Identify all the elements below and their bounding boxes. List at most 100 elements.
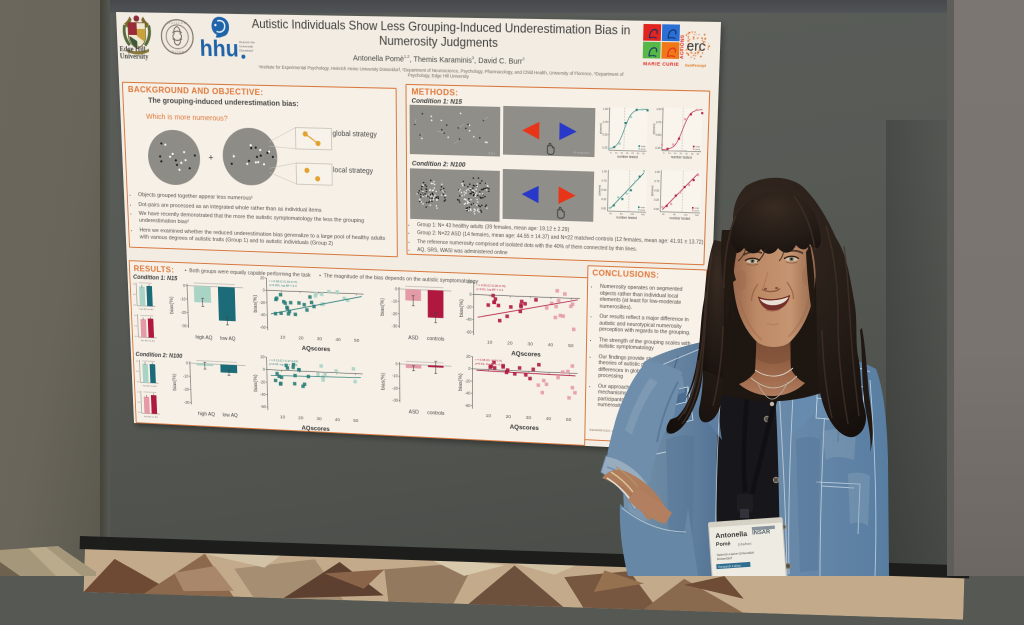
svg-text:40: 40 xyxy=(335,337,341,343)
svg-text:-30: -30 xyxy=(181,323,187,328)
svg-text:0.75: 0.75 xyxy=(656,120,662,124)
svg-text:p=0.62, log BF = -0.9: p=0.62, log BF = -0.9 xyxy=(475,362,503,367)
svg-text:50: 50 xyxy=(354,338,360,344)
svg-text:20: 20 xyxy=(506,414,512,420)
svg-text:20: 20 xyxy=(298,335,304,341)
svg-text:0.5: 0.5 xyxy=(136,371,140,373)
svg-text:+: + xyxy=(208,152,213,162)
svg-text:0: 0 xyxy=(468,366,471,371)
svg-text:bias(%): bias(%) xyxy=(172,373,178,391)
svg-text:bias(%): bias(%) xyxy=(459,299,465,317)
svg-text:high AQ: high AQ xyxy=(198,411,215,417)
svg-text:high AQ: high AQ xyxy=(195,335,212,342)
svg-text:0.0: 0.0 xyxy=(133,305,137,307)
svg-text:40: 40 xyxy=(335,417,341,423)
svg-text:20: 20 xyxy=(507,340,513,346)
svg-text:-20: -20 xyxy=(391,311,398,316)
svg-text:0: 0 xyxy=(263,288,266,293)
svg-text:50: 50 xyxy=(353,418,359,424)
svg-text:1.0: 1.0 xyxy=(137,392,141,394)
svg-text:10: 10 xyxy=(486,413,492,419)
svg-text:high AQ low AQ: high AQ low AQ xyxy=(141,339,155,342)
svg-text:20: 20 xyxy=(260,354,265,359)
svg-text:40: 40 xyxy=(548,342,554,348)
svg-text:controls: controls xyxy=(427,336,445,343)
svg-text:GenPercept: GenPercept xyxy=(685,63,707,68)
svg-text:-30: -30 xyxy=(392,398,398,403)
svg-text:-60: -60 xyxy=(260,324,266,329)
svg-text:0.5: 0.5 xyxy=(134,326,138,328)
svg-text:-20: -20 xyxy=(465,378,472,383)
svg-text:high AQ low AQ: high AQ low AQ xyxy=(139,308,154,311)
svg-text:p=0.45, log BF = -0.72: p=0.45, log BF = -0.72 xyxy=(269,362,297,367)
svg-text:-20: -20 xyxy=(260,379,266,384)
svg-text:-20: -20 xyxy=(392,385,398,390)
svg-text:0.0: 0.0 xyxy=(135,336,139,338)
svg-text:1.0: 1.0 xyxy=(134,315,138,317)
svg-text:0.0: 0.0 xyxy=(137,381,141,383)
svg-text:AQscores: AQscores xyxy=(302,345,331,353)
svg-text:bias(%): bias(%) xyxy=(169,296,175,314)
svg-text:30: 30 xyxy=(526,415,532,421)
svg-text:ASD: ASD xyxy=(409,409,419,415)
svg-text:40: 40 xyxy=(546,416,552,422)
svg-text:20: 20 xyxy=(467,279,472,284)
svg-text:0.75: 0.75 xyxy=(603,120,609,124)
svg-text:hhu: hhu xyxy=(199,35,239,61)
svg-text:AQscores: AQscores xyxy=(510,424,540,432)
svg-text:-40: -40 xyxy=(260,392,266,397)
svg-text:bias(%): bias(%) xyxy=(381,372,387,390)
svg-text:0: 0 xyxy=(395,286,398,291)
svg-text:p<0.001, log BF = 2.4: p<0.001, log BF = 2.4 xyxy=(269,283,297,288)
svg-text:1.0: 1.0 xyxy=(136,361,140,363)
svg-text:-30: -30 xyxy=(392,323,399,328)
svg-text:bias(%): bias(%) xyxy=(458,373,464,391)
svg-text:-10: -10 xyxy=(180,296,186,301)
svg-text:10: 10 xyxy=(280,414,286,420)
svg-text:-40: -40 xyxy=(466,317,473,322)
svg-text:0.0: 0.0 xyxy=(138,412,142,414)
svg-text:low AQ: low AQ xyxy=(220,336,235,342)
svg-text:-60: -60 xyxy=(260,404,266,409)
svg-text:0.5: 0.5 xyxy=(133,294,137,296)
svg-text:ASD: ASD xyxy=(408,335,419,341)
svg-text:p<0.01, log BF = 2.1: p<0.01, log BF = 2.1 xyxy=(477,287,504,292)
svg-text:20: 20 xyxy=(298,415,304,421)
svg-text:10: 10 xyxy=(280,335,286,341)
svg-text:0: 0 xyxy=(183,283,186,288)
svg-text:AQscores: AQscores xyxy=(302,425,331,433)
svg-text:controls: controls xyxy=(427,410,445,417)
svg-text:bias(%): bias(%) xyxy=(253,295,259,313)
svg-text:bias(%): bias(%) xyxy=(253,374,259,392)
svg-text:· S I G I L L U M ·: · S I G I L L U M · xyxy=(165,21,188,26)
svg-text:0: 0 xyxy=(395,361,398,366)
svg-text:-20: -20 xyxy=(466,304,473,309)
svg-text:-60: -60 xyxy=(465,403,471,408)
svg-text:0.5 s: 0.5 s xyxy=(489,151,496,155)
svg-text:-10: -10 xyxy=(183,374,189,379)
svg-text:1.0: 1.0 xyxy=(132,283,136,285)
svg-text:0: 0 xyxy=(186,360,189,365)
svg-text:30: 30 xyxy=(317,336,323,342)
svg-text:-60: -60 xyxy=(466,329,473,334)
svg-text:-10: -10 xyxy=(391,299,398,304)
svg-text:0: 0 xyxy=(469,292,472,297)
svg-text:30: 30 xyxy=(527,341,533,347)
svg-text:MARIE CURIE: MARIE CURIE xyxy=(643,61,679,67)
svg-text:0.5: 0.5 xyxy=(138,402,142,404)
svg-text:20: 20 xyxy=(260,275,265,280)
svg-text:1.00: 1.00 xyxy=(603,107,609,111)
svg-text:-40: -40 xyxy=(465,391,471,396)
svg-text:-10: -10 xyxy=(392,373,398,378)
svg-text:-20: -20 xyxy=(181,310,187,315)
svg-text:low AQ: low AQ xyxy=(223,413,238,419)
svg-text:Pomè: Pomè xyxy=(716,541,731,548)
svg-text:20: 20 xyxy=(466,354,471,359)
svg-text:30: 30 xyxy=(316,416,322,422)
svg-text:1.00: 1.00 xyxy=(656,107,662,111)
svg-text:-30: -30 xyxy=(184,400,190,405)
svg-text:erc: erc xyxy=(686,38,706,55)
svg-text:-20: -20 xyxy=(183,387,189,392)
svg-text:-40: -40 xyxy=(260,312,266,317)
svg-text:· V N I V E R S ·: · V N I V E R S · xyxy=(167,49,188,54)
